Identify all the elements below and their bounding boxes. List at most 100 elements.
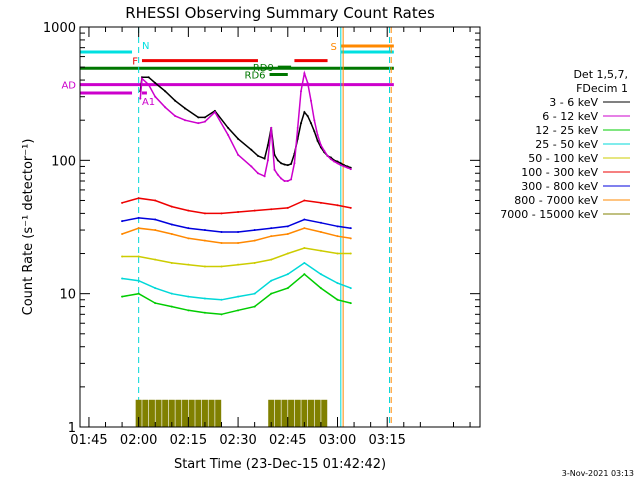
series-point [250,148,253,151]
series-point [237,210,240,213]
series-point [339,164,342,167]
flag-label: RD9 [253,63,274,74]
series-group [121,261,352,301]
x-tick-label: 01:45 [70,433,107,448]
series-line [121,273,351,316]
series-point [306,82,309,85]
series-group [121,273,352,316]
series-group [135,399,328,427]
legend-label: 50 - 100 keV [528,152,598,165]
series-point [197,122,200,125]
series-point [137,216,140,219]
legend-header: FDecim 1 [576,82,628,95]
series-point [283,163,286,166]
series-point [300,122,303,125]
series-point [306,115,309,118]
flag-label: S [330,42,336,53]
series-point [187,237,190,240]
series-point [296,126,299,129]
series-point [256,154,259,157]
legend-label: 300 - 800 keV [521,180,598,193]
series-point [253,261,256,264]
x-tick-label: 02:00 [120,433,157,448]
series-point [121,233,124,236]
series-point [309,122,312,125]
series-point [286,273,289,276]
series-point [286,233,289,236]
series-group [139,76,352,169]
series-point [286,252,289,255]
series-point [346,166,349,169]
legend-label: 3 - 6 keV [549,96,598,109]
series-point [197,116,200,119]
series-line [122,247,351,268]
series-point [349,252,352,255]
y-tick-label: 1 [68,421,76,436]
series-point [174,99,177,102]
series-point [170,305,173,308]
series-point [270,227,273,230]
series-group [121,216,352,234]
flag-label: RD6 [245,71,266,82]
series-point [303,227,306,230]
series-point [203,239,206,242]
legend-label: 6 - 12 keV [542,110,598,123]
x-axis-label: Start Time (23-Dec-15 01:42:42) [174,457,386,472]
series-point [336,162,339,165]
series-point [303,218,306,221]
series-point [290,162,293,165]
plot-frame [79,26,481,428]
legend-label: 7000 - 15000 keV [500,208,598,221]
series-point [273,168,276,171]
series-point [203,229,206,232]
series-point [121,277,124,280]
series-point [280,177,283,180]
series-point [147,83,150,86]
series-line [121,197,351,215]
series-point [220,241,223,244]
series-point [187,295,190,298]
series-point [140,77,143,80]
series-point [237,263,240,266]
series-point [203,120,206,123]
series-point [237,241,240,244]
series-point [319,221,322,224]
series-point [154,302,157,305]
series-point [154,258,157,261]
series-point [300,90,303,93]
series-point [290,178,293,181]
legend-label: 100 - 300 keV [521,166,598,179]
flag-label: A1 [142,97,155,108]
series-point [286,225,289,228]
series-point [270,126,273,129]
series-point [220,313,223,316]
series-point [336,252,339,255]
series-point [319,249,322,252]
series-point [280,162,283,165]
series-point [319,144,322,147]
series-point [220,298,223,301]
series-group [139,70,352,182]
series-group [121,197,352,215]
series-point [319,273,322,276]
series-point [253,229,256,232]
series-line [139,70,352,182]
series-point [137,227,140,230]
series-point [349,168,352,171]
series-point [319,201,322,204]
series-point [170,233,173,236]
series-point [349,237,352,240]
series-point [276,159,279,162]
series-point [170,205,173,208]
series-point [137,279,140,282]
series-point [336,204,339,207]
series-point [323,149,326,152]
series-point [154,229,157,232]
series-point [263,157,266,160]
series-point [270,208,273,211]
x-tick-label: 03:00 [319,433,356,448]
series-point [203,311,206,314]
series-point [203,212,206,215]
